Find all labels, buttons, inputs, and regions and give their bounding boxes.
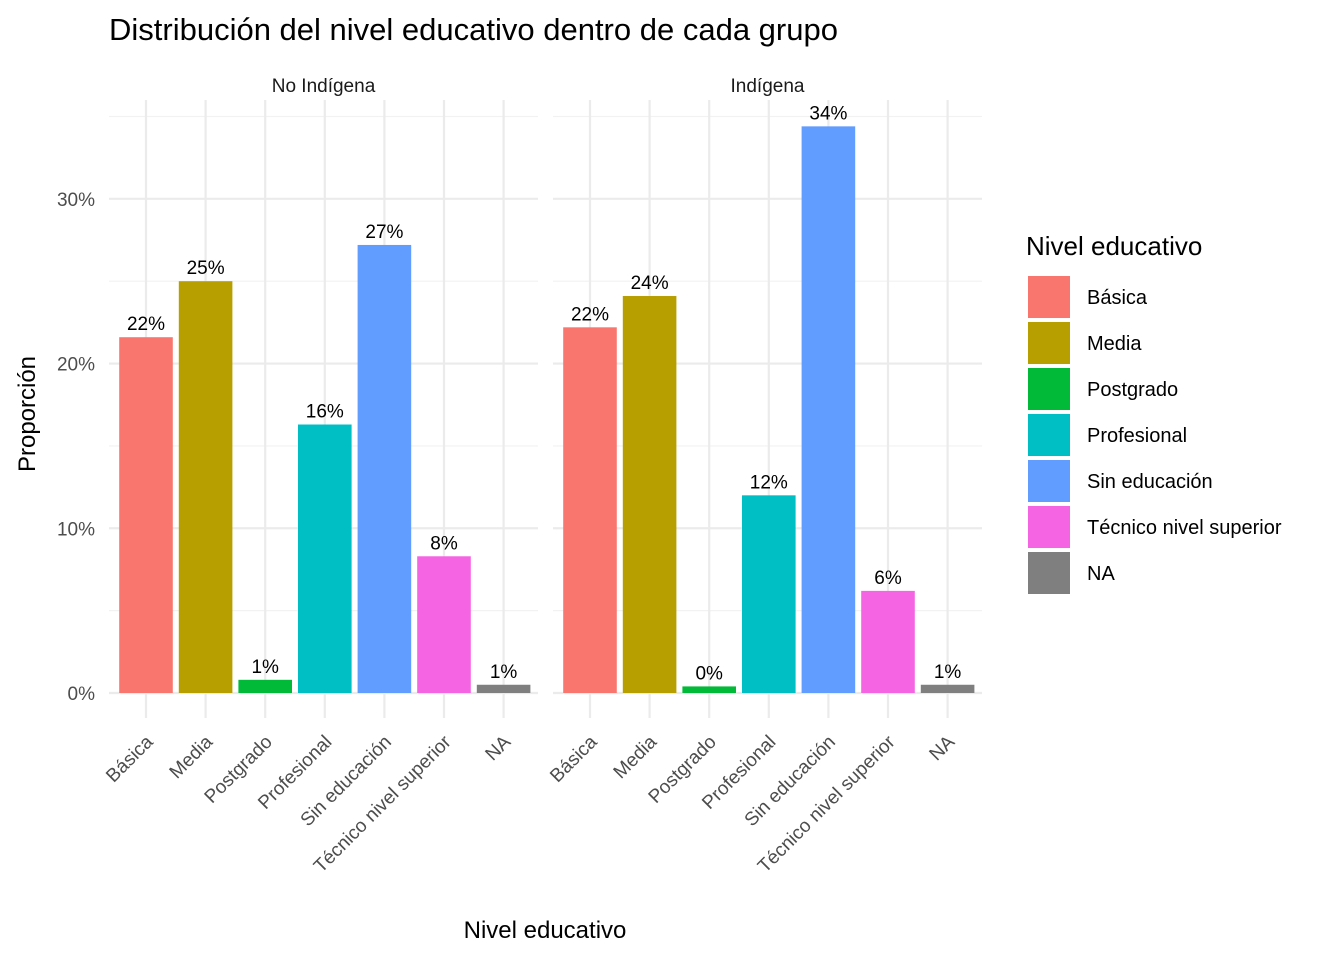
legend-label: Profesional xyxy=(1087,425,1187,447)
legend-item-media: Media xyxy=(1028,322,1142,364)
bar-media xyxy=(178,281,233,693)
bar-data-label: 12% xyxy=(750,472,788,493)
y-tick-label: 0% xyxy=(68,684,96,705)
bar-na xyxy=(476,684,531,693)
bar-data-label: 1% xyxy=(251,657,279,678)
bar-data-label: 0% xyxy=(695,663,723,684)
legend: Nivel educativo Básica Media Postgrado Prof… xyxy=(1026,231,1282,594)
bar-data-label: 8% xyxy=(430,533,458,554)
legend-swatch xyxy=(1028,276,1070,318)
bar-na xyxy=(920,684,975,693)
x-tick-label: NA xyxy=(926,731,960,765)
bar-tecnico-nivel-superior xyxy=(417,556,471,693)
bar-data-label: 16% xyxy=(306,402,344,423)
legend-label: Media xyxy=(1087,333,1142,355)
legend-label: Básica xyxy=(1087,287,1148,309)
bar-postgrado xyxy=(682,686,736,693)
bar-data-label: 34% xyxy=(809,103,847,124)
y-tick-label: 10% xyxy=(57,519,95,540)
bar-data-label: 27% xyxy=(365,222,403,243)
legend-swatch xyxy=(1028,368,1070,410)
legend-item-profesional: Profesional xyxy=(1028,414,1187,456)
legend-item-na: NA xyxy=(1028,552,1115,594)
bar-data-label: 22% xyxy=(127,314,165,335)
legend-title: Nivel educativo xyxy=(1026,231,1202,261)
bar-data-label: 24% xyxy=(631,273,669,294)
legend-label: Postgrado xyxy=(1087,379,1178,401)
facet-panel-no-indigena: No Indígena 22% 25% 1% 16% 27% 8% 1% Básica Media… xyxy=(57,76,538,877)
y-tick-label: 20% xyxy=(57,355,95,376)
legend-swatch xyxy=(1028,322,1070,364)
facet-label: Indígena xyxy=(731,76,805,97)
legend-item-basica: Básica xyxy=(1028,276,1148,318)
legend-item-sin-educacion: Sin educación xyxy=(1028,460,1213,502)
legend-label: Sin educación xyxy=(1087,471,1213,493)
legend-swatch xyxy=(1028,506,1070,548)
bar-tecnico-nivel-superior xyxy=(861,590,915,693)
legend-swatch xyxy=(1028,552,1070,594)
facet-label: No Indígena xyxy=(272,76,376,97)
bar-sin-educacion xyxy=(357,244,412,693)
bar-basica xyxy=(119,337,173,693)
legend-item-postgrado: Postgrado xyxy=(1028,368,1178,410)
legend-label: NA xyxy=(1087,563,1115,585)
x-axis-title: Nivel educativo xyxy=(464,917,627,944)
legend-item-tecnico-nivel-superior: Técnico nivel superior xyxy=(1028,506,1282,548)
legend-swatch xyxy=(1028,460,1070,502)
legend-label: Técnico nivel superior xyxy=(1087,517,1282,539)
x-tick-label: Básica xyxy=(102,731,157,786)
bar-sin-educacion xyxy=(801,126,856,694)
x-tick-label: NA xyxy=(482,731,516,765)
bar-data-label: 6% xyxy=(874,568,902,589)
bar-data-label: 1% xyxy=(490,662,518,683)
x-tick-label: Básica xyxy=(546,731,601,786)
bar-media xyxy=(622,296,677,693)
bar-profesional xyxy=(742,495,796,693)
bar-basica xyxy=(563,327,617,693)
y-tick-label: 30% xyxy=(57,190,95,211)
y-axis-title: Proporción xyxy=(14,356,41,472)
bar-data-label: 22% xyxy=(571,304,609,325)
bar-profesional xyxy=(298,424,352,693)
bar-data-label: 1% xyxy=(934,662,962,683)
legend-swatch xyxy=(1028,414,1070,456)
bar-data-label: 25% xyxy=(187,258,225,279)
chart-title: Distribución del nivel educativo dentro … xyxy=(109,12,838,47)
x-tick-label: Media xyxy=(610,731,662,783)
x-tick-label: Media xyxy=(166,731,218,783)
bar-postgrado xyxy=(238,679,292,693)
